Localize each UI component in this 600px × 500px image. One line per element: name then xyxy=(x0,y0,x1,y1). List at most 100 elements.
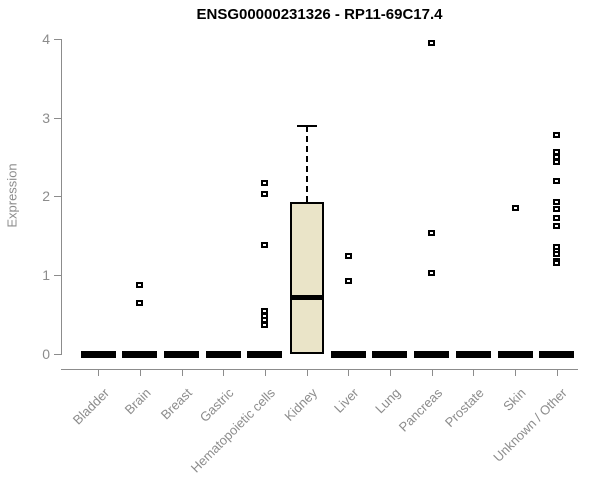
upper-whisker-kidney xyxy=(305,126,308,202)
outlier-point-unknown-other xyxy=(553,214,561,221)
category-label-unknown-other: Unknown / Other xyxy=(490,385,570,465)
outlier-point-center xyxy=(555,200,559,203)
outlier-point-center xyxy=(513,207,517,210)
x-tick-mark xyxy=(98,369,100,376)
x-tick-mark xyxy=(264,369,266,376)
outlier-point-unknown-other xyxy=(553,247,561,254)
y-tick-label: 1 xyxy=(42,267,50,284)
outlier-point-hematopoietic-cells xyxy=(261,190,269,197)
median-line-kidney xyxy=(291,295,322,301)
outlier-point-unknown-other xyxy=(553,149,561,156)
outlier-point-center xyxy=(138,301,142,304)
y-tick-mark xyxy=(54,38,61,40)
category-label-skin: Skin xyxy=(499,385,529,414)
collapsed-box-lung xyxy=(372,350,408,358)
outlier-point-center xyxy=(555,216,559,219)
outlier-point-center xyxy=(555,249,559,252)
outlier-point-center xyxy=(430,271,434,274)
outlier-point-center xyxy=(555,155,559,158)
outlier-point-pancreas xyxy=(428,229,436,236)
outlier-point-brain xyxy=(136,281,144,288)
outlier-point-pancreas xyxy=(428,40,436,47)
category-label-prostate: Prostate xyxy=(441,385,487,431)
outlier-point-hematopoietic-cells xyxy=(261,308,269,315)
category-label-hematopoietic-cells: Hematopoietic cells xyxy=(187,385,279,476)
outlier-point-center xyxy=(430,231,434,234)
outlier-point-unknown-other xyxy=(553,198,561,205)
collapsed-box-prostate xyxy=(455,350,491,358)
collapsed-box-bladder xyxy=(80,350,116,358)
box-kidney xyxy=(289,201,324,354)
collapsed-box-breast xyxy=(164,350,200,358)
x-tick-mark xyxy=(223,369,225,376)
y-tick-mark xyxy=(54,354,61,355)
outlier-point-center xyxy=(555,133,559,136)
outlier-point-brain xyxy=(136,299,144,306)
x-tick-mark xyxy=(389,369,391,376)
outlier-point-center xyxy=(263,310,267,313)
category-label-liver: Liver xyxy=(331,385,362,416)
outlier-point-unknown-other xyxy=(553,223,561,230)
collapsed-box-gastric xyxy=(205,350,241,358)
x-tick-mark xyxy=(515,369,516,376)
outlier-point-center xyxy=(430,42,434,45)
x-tick-mark xyxy=(139,369,141,376)
outlier-point-hematopoietic-cells xyxy=(261,242,269,249)
outlier-point-skin xyxy=(511,205,519,212)
outlier-point-center xyxy=(555,252,559,255)
outlier-point-center xyxy=(263,181,267,184)
outlier-point-center xyxy=(555,245,559,248)
outlier-point-unknown-other xyxy=(553,205,561,212)
outlier-point-hematopoietic-cells xyxy=(261,179,269,186)
x-tick-mark xyxy=(181,369,183,376)
outlier-point-center xyxy=(263,315,267,318)
outlier-point-center xyxy=(263,323,267,326)
x-tick-mark xyxy=(306,369,308,376)
category-label-pancreas: Pancreas xyxy=(395,385,445,435)
category-label-breast: Breast xyxy=(157,385,195,423)
outlier-point-unknown-other xyxy=(553,250,561,257)
outlier-point-center xyxy=(263,244,267,247)
outlier-point-center xyxy=(263,192,267,195)
outlier-point-center xyxy=(138,283,142,286)
outlier-point-hematopoietic-cells xyxy=(261,317,269,324)
outlier-point-liver xyxy=(344,253,352,260)
collapsed-box-brain xyxy=(122,350,158,358)
y-tick-label: 4 xyxy=(42,30,50,47)
outlier-point-unknown-other xyxy=(553,131,561,138)
collapsed-box-pancreas xyxy=(414,350,450,358)
collapsed-box-liver xyxy=(330,350,366,358)
category-label-brain: Brain xyxy=(121,385,154,418)
y-tick-label: 3 xyxy=(42,109,50,126)
y-tick-label: 2 xyxy=(42,188,50,205)
category-label-gastric: Gastric xyxy=(196,385,237,425)
outlier-point-center xyxy=(263,319,267,322)
outlier-point-unknown-other xyxy=(553,260,561,267)
outlier-point-unknown-other xyxy=(553,243,561,250)
collapsed-box-skin xyxy=(497,350,533,358)
outlier-point-hematopoietic-cells xyxy=(261,321,269,328)
outlier-point-unknown-other xyxy=(553,158,561,165)
outlier-point-unknown-other xyxy=(553,178,561,185)
x-tick-mark xyxy=(348,369,350,376)
outlier-point-center xyxy=(555,207,559,210)
x-tick-mark xyxy=(556,369,558,376)
outlier-point-center xyxy=(555,180,559,183)
outlier-point-pancreas xyxy=(428,269,436,276)
y-tick-mark xyxy=(54,117,61,119)
y-tick-mark xyxy=(54,275,61,277)
collapsed-box-unknown-other xyxy=(539,350,575,358)
chart-title: ENSG00000231326 - RP11-69C17.4 xyxy=(196,6,443,23)
outlier-point-center xyxy=(555,151,559,154)
x-tick-mark xyxy=(473,369,475,376)
category-label-lung: Lung xyxy=(372,385,404,417)
y-tick-label: 0 xyxy=(42,346,50,362)
outlier-point-liver xyxy=(344,277,352,284)
y-tick-mark xyxy=(54,196,61,198)
x-axis-line xyxy=(61,369,578,370)
upper-whisker-cap-kidney xyxy=(296,125,317,128)
outlier-point-hematopoietic-cells xyxy=(261,313,269,320)
x-tick-mark xyxy=(431,369,433,376)
outlier-point-center xyxy=(555,262,559,265)
category-label-kidney: Kidney xyxy=(281,385,320,424)
